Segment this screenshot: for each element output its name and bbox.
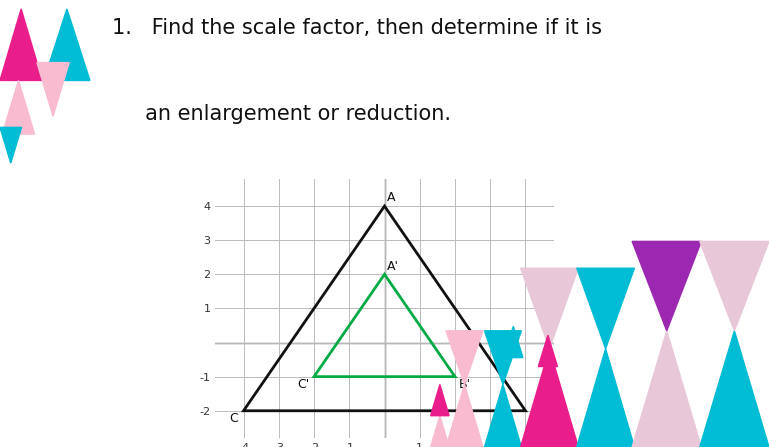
Text: B: B	[529, 413, 538, 426]
Text: C': C'	[298, 378, 310, 392]
Text: an enlargement or reduction.: an enlargement or reduction.	[112, 104, 451, 124]
Text: C: C	[229, 413, 238, 426]
Text: 1.   Find the scale factor, then determine if it is: 1. Find the scale factor, then determine…	[112, 18, 601, 38]
Text: B': B'	[458, 378, 471, 392]
Text: A: A	[388, 191, 396, 204]
Text: A': A'	[388, 260, 399, 273]
